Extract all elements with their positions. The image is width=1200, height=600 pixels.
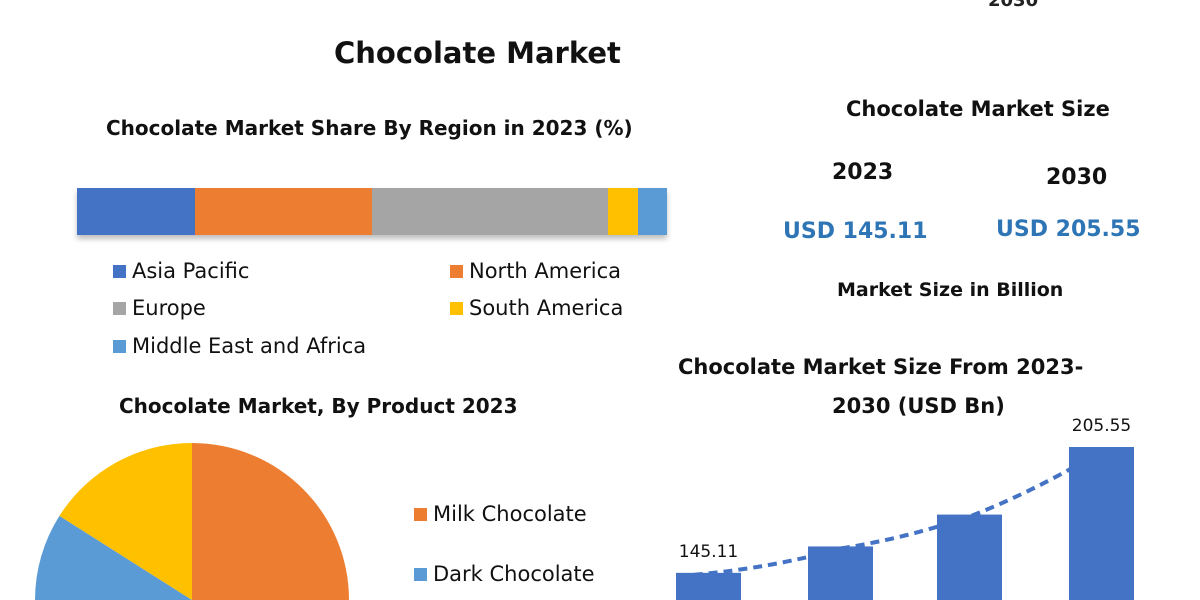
region-chart-title: Chocolate Market Share By Region in 2023… — [106, 116, 633, 140]
market-size-bar — [1069, 447, 1134, 600]
legend-middle-east-africa: Middle East and Africa — [113, 334, 366, 358]
pie-slice-milk-chocolate — [192, 443, 349, 600]
product-chart-title: Chocolate Market, By Product 2023 — [119, 394, 518, 418]
legend-swatch — [113, 339, 126, 353]
segment-asia-pacific — [77, 188, 195, 235]
legend-label: Middle East and Africa — [132, 334, 367, 358]
legend-label: Europe — [132, 296, 206, 320]
bar-data-label: 205.55 — [1072, 416, 1131, 436]
legend-milk-chocolate: Milk Chocolate — [414, 502, 587, 526]
legend-swatch — [414, 567, 427, 581]
segment-north-america — [195, 188, 372, 235]
legend-swatch — [414, 507, 427, 521]
legend-swatch — [450, 301, 463, 315]
size-chart-title-line2: 2030 (USD Bn) — [832, 394, 1005, 418]
market-size-bar — [937, 514, 1002, 600]
legend-north-america: North America — [450, 259, 621, 283]
legend-south-america: South America — [450, 296, 623, 320]
legend-dark-chocolate: Dark Chocolate — [414, 562, 595, 586]
legend-asia-pacific: Asia Pacific — [113, 259, 249, 283]
segment-europe — [372, 188, 608, 235]
legend-label: South America — [469, 296, 624, 320]
legend-label: Asia Pacific — [132, 259, 250, 283]
legend-swatch — [113, 264, 126, 278]
unit-note: Market Size in Billion — [837, 279, 1064, 301]
market-size-title: Chocolate Market Size — [846, 97, 1110, 121]
region-stacked-bar — [77, 188, 667, 235]
value-2030: USD 205.55 — [996, 217, 1141, 242]
legend-label: North America — [469, 259, 622, 283]
value-2023: USD 145.11 — [783, 219, 928, 244]
bar-data-label: 145.11 — [679, 542, 738, 562]
legend-europe: Europe — [113, 296, 206, 320]
legend-label: Dark Chocolate — [433, 562, 595, 586]
year-2030: 2030 — [1046, 165, 1108, 190]
legend-swatch — [450, 264, 463, 278]
segment-south-america — [608, 188, 638, 235]
page-title: Chocolate Market — [334, 36, 621, 70]
size-chart-title-line1: Chocolate Market Size From 2023- — [678, 355, 1084, 379]
legend-label: Milk Chocolate — [433, 502, 587, 526]
pie-slice-other — [59, 443, 192, 600]
legend-swatch — [113, 301, 126, 315]
cropped-year-label: 2030 — [988, 0, 1039, 11]
market-size-bar — [676, 572, 741, 600]
segment-middle-east-and-africa — [637, 188, 667, 235]
trendline — [693, 455, 1093, 577]
year-2023: 2023 — [832, 160, 894, 185]
pie-slice-dark-chocolate — [35, 515, 192, 600]
